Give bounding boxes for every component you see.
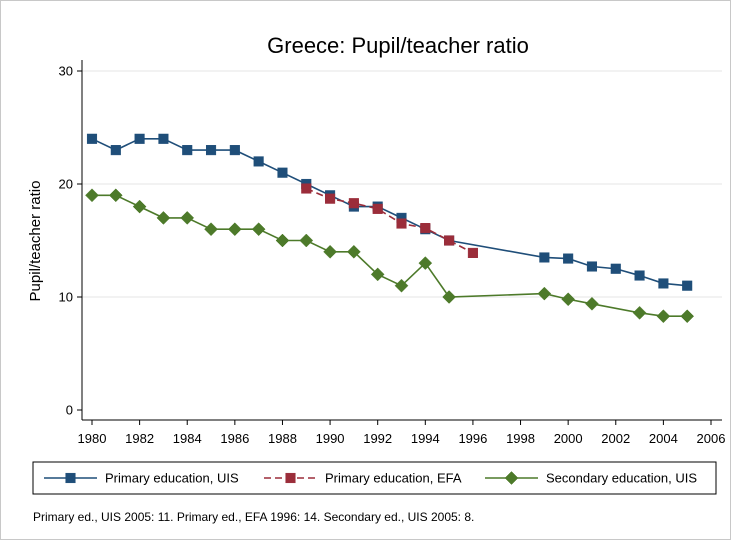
series-1-point-7 (467, 247, 478, 258)
chart-title: Greece: Pupil/teacher ratio (267, 33, 529, 58)
series-0-point-5 (205, 145, 217, 156)
series-0-point-3 (158, 133, 169, 144)
legend-entry-1: Primary education, EFA (264, 471, 462, 486)
y-tick-label-0: 0 (66, 403, 73, 418)
series-2-point-2 (132, 199, 147, 214)
series-0-point-16 (539, 252, 550, 263)
series-line-0 (91, 138, 688, 287)
y-tick-label-30: 30 (59, 64, 73, 79)
series-2-point-19 (632, 305, 647, 320)
series-0-point-22 (682, 280, 693, 291)
series-0-point-1 (110, 145, 121, 156)
axes: 0 10 20 30 1980 1982 1984 1986 1988 1990 1992 1994 1… (59, 60, 726, 446)
series-2-point-5 (204, 222, 218, 237)
series-0 (86, 133, 693, 291)
series-1-point-0 (301, 183, 312, 194)
x-tick-label-2006: 2006 (697, 431, 726, 446)
gridlines (82, 70, 722, 298)
x-tick-label-1980: 1980 (78, 431, 107, 446)
x-tick-label-1986: 1986 (220, 431, 249, 446)
series-1-point-1 (325, 193, 336, 204)
chart-note: Primary ed., UIS 2005: 11. Primary ed., … (33, 510, 474, 524)
series-2-point-6 (227, 222, 242, 237)
series-2-point-12 (370, 267, 385, 282)
x-tick-label-1984: 1984 (173, 431, 202, 446)
legend-marker-2 (504, 471, 519, 485)
series-2-point-11 (347, 244, 361, 259)
legend-label-1: Primary education, EFA (325, 471, 462, 486)
series-2-point-18 (585, 296, 599, 311)
x-tick-label-2002: 2002 (601, 431, 630, 446)
series-2-point-8 (275, 233, 290, 248)
series-0-point-0 (86, 133, 98, 144)
series-0-point-2 (134, 133, 145, 144)
x-tick-label-2004: 2004 (649, 431, 678, 446)
legend (32, 461, 717, 495)
series-line-2 (92, 194, 688, 318)
legend-entries: Primary education, UIS Primary education,… (44, 471, 697, 486)
x-tick-label-2000: 2000 (554, 431, 583, 446)
series-2-point-16 (537, 286, 552, 301)
x-tick-label-1988: 1988 (268, 431, 297, 446)
legend-entry-2: Secondary education, UIS (485, 471, 697, 486)
series-0-point-17 (563, 253, 574, 264)
series-0-point-18 (586, 261, 598, 272)
series-2-point-13 (394, 278, 409, 293)
series-2-point-20 (656, 309, 671, 324)
series-0-point-4 (182, 145, 193, 156)
series-0-point-6 (229, 145, 240, 156)
x-tick-label-1982: 1982 (125, 431, 154, 446)
series-2-point-10 (323, 244, 337, 259)
legend-entry-0: Primary education, UIS (44, 471, 239, 486)
series-2-point-9 (299, 233, 314, 248)
x-tick-label-1998: 1998 (506, 431, 535, 446)
series-2-point-14 (418, 256, 433, 270)
series-0-point-7 (253, 156, 264, 167)
series-1 (301, 183, 478, 258)
x-tick-label-1996: 1996 (458, 431, 487, 446)
series-0-point-20 (634, 270, 645, 281)
series-1-point-2 (348, 198, 359, 209)
series-1-point-6 (444, 235, 455, 246)
x-tick-label-1990: 1990 (316, 431, 345, 446)
y-tick-label-20: 20 (59, 177, 73, 192)
series-layer (85, 133, 695, 324)
series-2-point-21 (680, 309, 695, 324)
series-1-point-3 (372, 203, 383, 214)
series-1-point-4 (396, 218, 407, 229)
y-tick-label-10: 10 (59, 290, 73, 305)
y-axis-title: Pupil/teacher ratio (27, 181, 44, 302)
series-2-point-15 (442, 290, 456, 304)
series-0-point-19 (610, 263, 621, 274)
series-2 (85, 188, 695, 324)
legend-marker-0 (65, 472, 76, 484)
series-2-point-1 (108, 188, 123, 203)
legend-marker-1 (285, 472, 296, 484)
series-0-point-21 (658, 278, 669, 289)
x-tick-label-1994: 1994 (411, 431, 440, 446)
series-2-point-7 (251, 222, 266, 237)
series-2-point-0 (85, 188, 99, 203)
series-0-point-8 (277, 167, 288, 178)
series-2-point-3 (156, 211, 171, 225)
series-2-point-17 (561, 292, 576, 307)
series-1-point-5 (420, 223, 431, 234)
legend-label-2: Secondary education, UIS (546, 471, 697, 486)
x-tick-label-1992: 1992 (363, 431, 392, 446)
series-2-point-4 (180, 211, 195, 225)
legend-label-0: Primary education, UIS (105, 471, 239, 486)
